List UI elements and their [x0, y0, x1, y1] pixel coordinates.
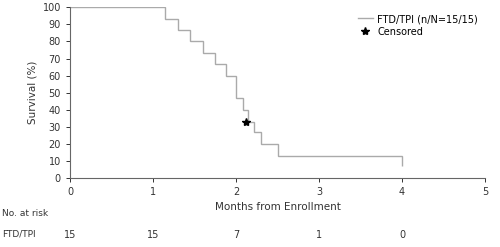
Text: 15: 15 — [147, 230, 159, 240]
X-axis label: Months from Enrollment: Months from Enrollment — [214, 203, 340, 212]
Y-axis label: Survival (%): Survival (%) — [27, 61, 37, 124]
Text: No. at risk: No. at risk — [2, 209, 48, 218]
Legend: FTD/TPI (n/N=15/15), Censored: FTD/TPI (n/N=15/15), Censored — [356, 12, 480, 39]
Text: FTD/TPI: FTD/TPI — [2, 230, 36, 239]
Text: 15: 15 — [64, 230, 76, 240]
Text: 0: 0 — [399, 230, 405, 240]
Text: 7: 7 — [233, 230, 239, 240]
Text: 1: 1 — [316, 230, 322, 240]
